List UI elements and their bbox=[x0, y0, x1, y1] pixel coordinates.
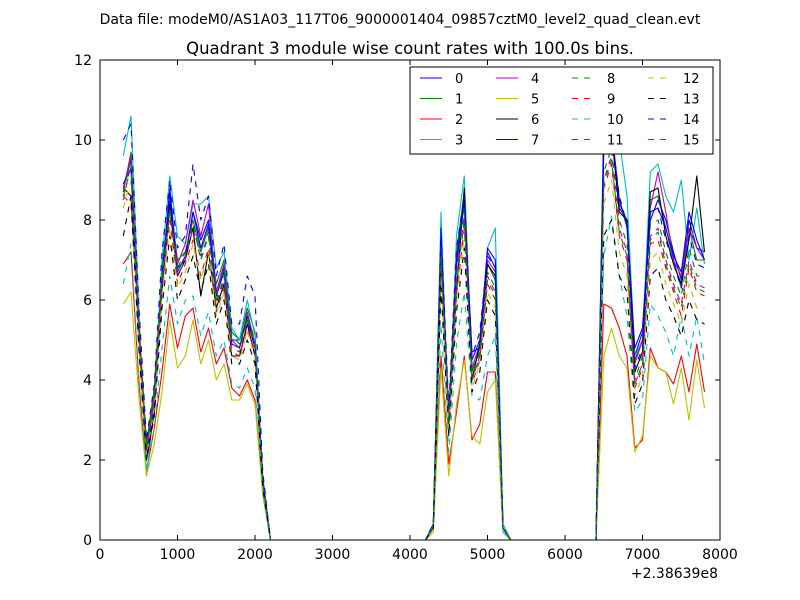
x-tick-label: 4000 bbox=[392, 547, 428, 563]
legend-label-0: 0 bbox=[455, 72, 463, 87]
legend-label-3: 3 bbox=[455, 134, 463, 149]
x-tick-label: 7000 bbox=[625, 547, 661, 563]
legend-label-14: 14 bbox=[683, 113, 700, 128]
legend-label-5: 5 bbox=[531, 93, 539, 108]
series-line-13 bbox=[122, 195, 705, 541]
legend-label-11: 11 bbox=[607, 134, 624, 149]
y-tick-label: 10 bbox=[74, 133, 92, 149]
y-tick-label: 2 bbox=[83, 453, 92, 469]
chart-title: Quadrant 3 module wise count rates with … bbox=[186, 39, 634, 58]
y-tick-label: 4 bbox=[83, 373, 92, 389]
x-tick-label: 5000 bbox=[470, 547, 506, 563]
legend-label-4: 4 bbox=[531, 72, 539, 87]
legend-label-12: 12 bbox=[683, 72, 700, 87]
x-offset-label: +2.38639e8 bbox=[631, 566, 718, 582]
legend-label-2: 2 bbox=[455, 113, 463, 128]
series-line-9 bbox=[122, 163, 705, 541]
y-tick-label: 0 bbox=[83, 533, 92, 549]
y-tick-label: 8 bbox=[83, 213, 92, 229]
series-line-5 bbox=[122, 291, 706, 541]
x-tick-label: 0 bbox=[96, 547, 105, 563]
x-tick-label: 8000 bbox=[702, 547, 738, 563]
series-line-8 bbox=[122, 147, 705, 541]
ticks-layer: 0 1000 2000 3000 4000 5000 6000 7000 80000246810… bbox=[74, 53, 738, 563]
legend-label-7: 7 bbox=[531, 134, 539, 149]
x-tick-label: 3000 bbox=[315, 547, 351, 563]
legend-label-9: 9 bbox=[607, 93, 615, 108]
x-tick-label: 2000 bbox=[237, 547, 273, 563]
figure-suptitle: Data file: modeM0/AS1A03_117T06_90000014… bbox=[100, 12, 701, 28]
x-tick-label: 1000 bbox=[160, 547, 196, 563]
legend-label-6: 6 bbox=[531, 113, 539, 128]
y-tick-label: 6 bbox=[83, 293, 92, 309]
series-line-2 bbox=[122, 251, 706, 541]
legend-label-8: 8 bbox=[607, 72, 615, 87]
legend-label-1: 1 bbox=[455, 93, 463, 108]
legend-label-13: 13 bbox=[683, 93, 700, 108]
legend-label-15: 15 bbox=[683, 134, 700, 149]
x-tick-label: 6000 bbox=[547, 547, 583, 563]
series-line-10 bbox=[122, 215, 706, 541]
legend-label-10: 10 bbox=[607, 113, 624, 128]
y-tick-label: 12 bbox=[74, 53, 92, 69]
